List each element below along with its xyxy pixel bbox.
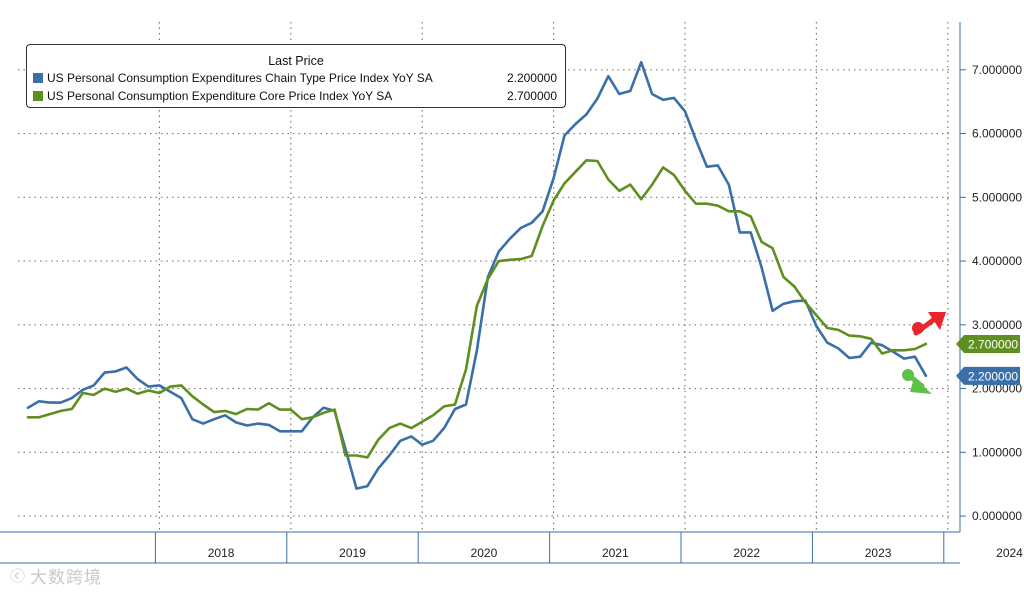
axes: 0.000000 1.000000 2.000000 3.000000 4.000000… — [0, 22, 1023, 564]
watermark-text: 大数跨境 — [30, 568, 103, 587]
legend-label-headline: US Personal Consumption Expenditures Cha… — [47, 71, 433, 85]
x-tick-label-2023: 2023 — [865, 546, 892, 560]
y-tick-label-6: 6.000000 — [972, 127, 1022, 141]
legend-value-headline: 2.200000 — [506, 71, 557, 85]
legend-item-core: US Personal Consumption Expenditure Core… — [33, 88, 557, 104]
x-tick-label-2022: 2022 — [733, 546, 760, 560]
legend-title: Last Price — [268, 54, 324, 68]
grid — [18, 22, 950, 532]
last-value-label-1: 2.700000 — [968, 337, 1018, 351]
series-line-0 — [26, 60, 928, 490]
legend-label-core: US Personal Consumption Expenditure Core… — [47, 89, 393, 103]
last-value-label-0: 2.200000 — [968, 369, 1018, 383]
x-tick-label-2018: 2018 — [208, 546, 235, 560]
watermark-logo-icon: ⓒ — [10, 568, 27, 585]
y-tick-label-5: 5.000000 — [972, 190, 1022, 204]
x-tick-label-2021: 2021 — [602, 546, 629, 560]
legend-item-headline: US Personal Consumption Expenditures Cha… — [33, 70, 557, 86]
arrow-down-icon — [910, 378, 932, 394]
series — [26, 60, 928, 490]
legend-value-core: 2.700000 — [506, 89, 557, 103]
chart-legend: Last Price US Personal Consumption Expen… — [26, 44, 566, 108]
x-tick-label-2024: 2024 — [996, 546, 1023, 560]
y-tick-label-4: 4.000000 — [972, 254, 1022, 268]
x-tick-label-2019: 2019 — [339, 546, 366, 560]
annotations: 2.200000 2.700000 — [902, 312, 1020, 394]
x-tick-label-2020: 2020 — [471, 546, 498, 560]
y-tick-label-3: 3.000000 — [972, 318, 1022, 332]
series-line-1 — [26, 159, 928, 459]
arrow-up-shaft — [913, 315, 939, 336]
y-tick-label-1: 1.000000 — [972, 445, 1022, 459]
watermark: ⓒ 大数跨境 — [10, 563, 102, 588]
y-tick-label-0: 0.000000 — [972, 509, 1022, 523]
legend-swatch-headline — [33, 73, 43, 83]
arrow-up-icon — [928, 312, 946, 330]
last-value-flag-0 — [956, 366, 1020, 385]
y-tick-label-2: 2.000000 — [972, 382, 1022, 396]
y-tick-label-7: 7.000000 — [972, 63, 1022, 77]
legend-swatch-core — [33, 91, 43, 101]
last-value-flag-1 — [956, 334, 1020, 353]
